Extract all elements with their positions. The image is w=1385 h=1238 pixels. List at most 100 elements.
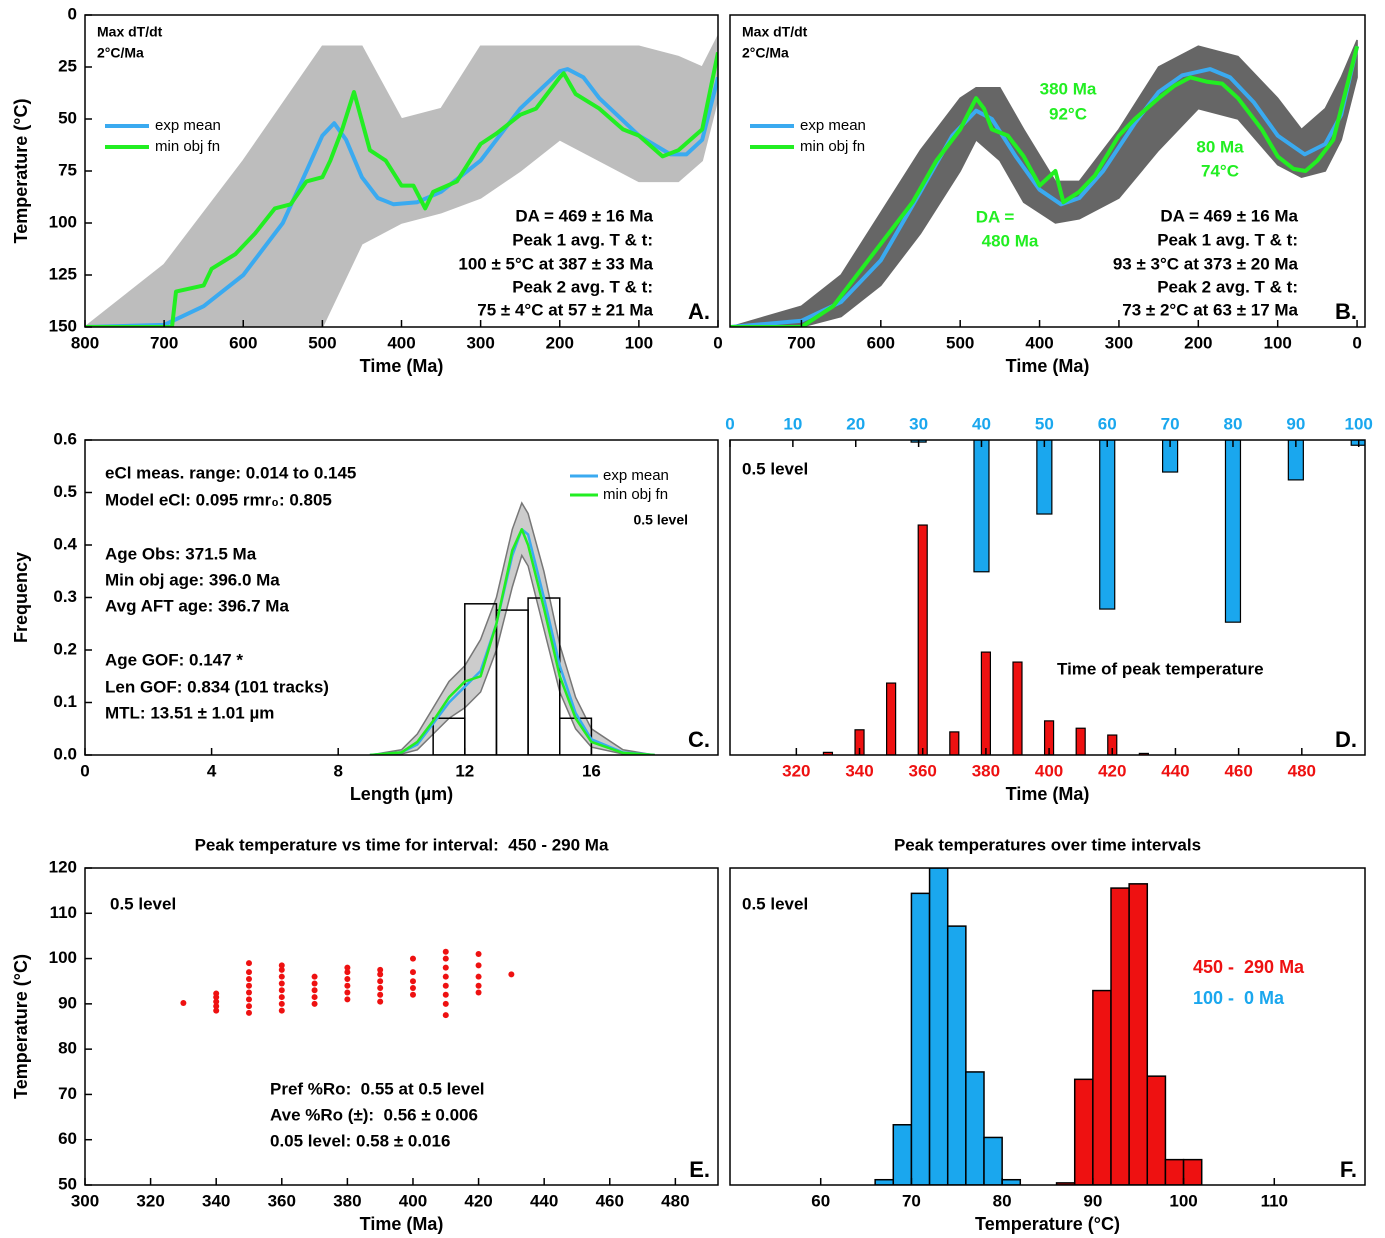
panel: 320 340 360 380 400 420 440 460 480 0 10 20 30 40 50 60… [725, 414, 1373, 803]
x2-tick-label: 60 [1098, 414, 1117, 433]
bar [980, 651, 991, 755]
scatter-point [475, 962, 482, 969]
hist-bar [892, 1124, 913, 1185]
x-tick-label: 380 [333, 1191, 361, 1210]
x-tick-label: 100 [1264, 333, 1292, 352]
scatter-point [311, 980, 318, 987]
annotation: Peak 1 avg. T & t: [512, 230, 653, 249]
bar [1287, 440, 1304, 481]
x-tick-label: 320 [136, 1191, 164, 1210]
scatter-point [409, 955, 416, 962]
x-tick-label: 70 [902, 1191, 921, 1210]
x-tick-label: 420 [1098, 761, 1126, 780]
annotation: 2°C/Ma [742, 45, 789, 61]
x-tick-label: 300 [71, 1191, 99, 1210]
scatter-point [475, 982, 482, 989]
x-axis-label: Time (Ma) [1006, 784, 1090, 804]
bar [973, 440, 990, 573]
y-tick-label: 50 [58, 1174, 77, 1193]
scatter-point [213, 1007, 220, 1014]
bar [822, 751, 834, 755]
annotation: Time of peak temperature [1057, 659, 1264, 678]
annotation: 93 ± 3°C at 373 ± 20 Ma [1113, 254, 1299, 273]
y-tick-label: 25 [58, 56, 77, 75]
hist-bar [965, 1071, 985, 1185]
scatter-point [344, 975, 351, 982]
plot-area [822, 440, 1365, 755]
x-tick-label: 340 [845, 761, 873, 780]
y-tick-label: 0.2 [53, 639, 77, 658]
scatter-point [442, 1000, 449, 1007]
scatter-point [213, 998, 220, 1005]
annotation: Max dT/dt [97, 24, 163, 40]
scatter-point [475, 973, 482, 980]
annotation: Pref %Ro: 0.55 at 0.5 level [270, 1079, 485, 1098]
scatter-point [442, 948, 449, 955]
scatter-point [245, 996, 252, 1003]
hist-bar [910, 892, 931, 1185]
legend-label: min obj fn [155, 138, 220, 155]
axes-frame [729, 439, 1366, 756]
y-tick-label: 0.5 [53, 482, 77, 501]
scatter-point [311, 987, 318, 994]
legend-label: exp mean [603, 467, 669, 484]
x2-tick-label: 80 [1224, 414, 1243, 433]
hist-bar [1092, 989, 1112, 1185]
x-tick-label: 90 [1083, 1191, 1102, 1210]
hist-bar [983, 1136, 1003, 1185]
y-tick-label: 0.4 [53, 534, 77, 553]
x-tick-label: 60 [811, 1191, 830, 1210]
ensemble-band [369, 501, 655, 755]
scatter-point [278, 973, 285, 980]
annotation: MTL: 13.51 ± 1.01 µm [105, 703, 274, 722]
x2-tick-label: 40 [972, 414, 991, 433]
scatter-point [442, 973, 449, 980]
x-tick-label: 320 [782, 761, 810, 780]
scatter-point [409, 985, 416, 992]
scatter-point [508, 971, 515, 978]
plot-area [874, 868, 1203, 1185]
y-tick-label: 70 [58, 1084, 77, 1103]
x-tick-label: 500 [308, 333, 336, 352]
x-tick-label: 400 [1025, 333, 1053, 352]
axes-frame [729, 867, 1366, 1186]
x-tick-label: 8 [333, 761, 342, 780]
scatter-point [311, 1000, 318, 1007]
x-tick-label: 340 [202, 1191, 230, 1210]
scatter-point [311, 973, 318, 980]
callout: 92°C [1049, 104, 1087, 123]
annotation: DA = 469 ± 16 Ma [515, 206, 653, 225]
scatter-point [278, 987, 285, 994]
scatter-point [442, 964, 449, 971]
annotation: Model eCl: 0.095 rmr₀: 0.805 [105, 490, 332, 509]
series-line [730, 45, 1360, 327]
x-tick-label: 0 [80, 761, 89, 780]
scatter-point [344, 989, 351, 996]
x-tick-label: 600 [867, 333, 895, 352]
x-tick-label: 200 [1184, 333, 1212, 352]
bar [1099, 440, 1116, 610]
scatter-point [245, 975, 252, 982]
callout: 380 Ma [1040, 79, 1097, 98]
y-tick-label: 0.3 [53, 587, 77, 606]
legend-label: 100 - 0 Ma [1193, 988, 1285, 1008]
bar [1043, 720, 1055, 755]
hist-bar [1001, 1178, 1022, 1185]
scatter-point [344, 969, 351, 976]
panel-label: C. [688, 727, 710, 752]
legend-label: min obj fn [603, 486, 668, 503]
x-axis-label: Temperature (°C) [975, 1214, 1120, 1234]
axes-frame [84, 867, 719, 1186]
x-tick-label: 300 [1105, 333, 1133, 352]
x-tick-label: 600 [229, 333, 257, 352]
annotation: Age GOF: 0.147 * [105, 650, 243, 669]
bar [1012, 661, 1023, 755]
scatter-point [344, 996, 351, 1003]
legend-note: 0.5 level [634, 512, 689, 528]
x-tick-label: 400 [1035, 761, 1063, 780]
callout: 480 Ma [982, 231, 1039, 250]
y-tick-label: 0 [68, 4, 77, 23]
scatter-point [377, 978, 384, 985]
scatter-point [377, 985, 384, 992]
annotation: Avg AFT age: 396.7 Ma [105, 596, 289, 615]
